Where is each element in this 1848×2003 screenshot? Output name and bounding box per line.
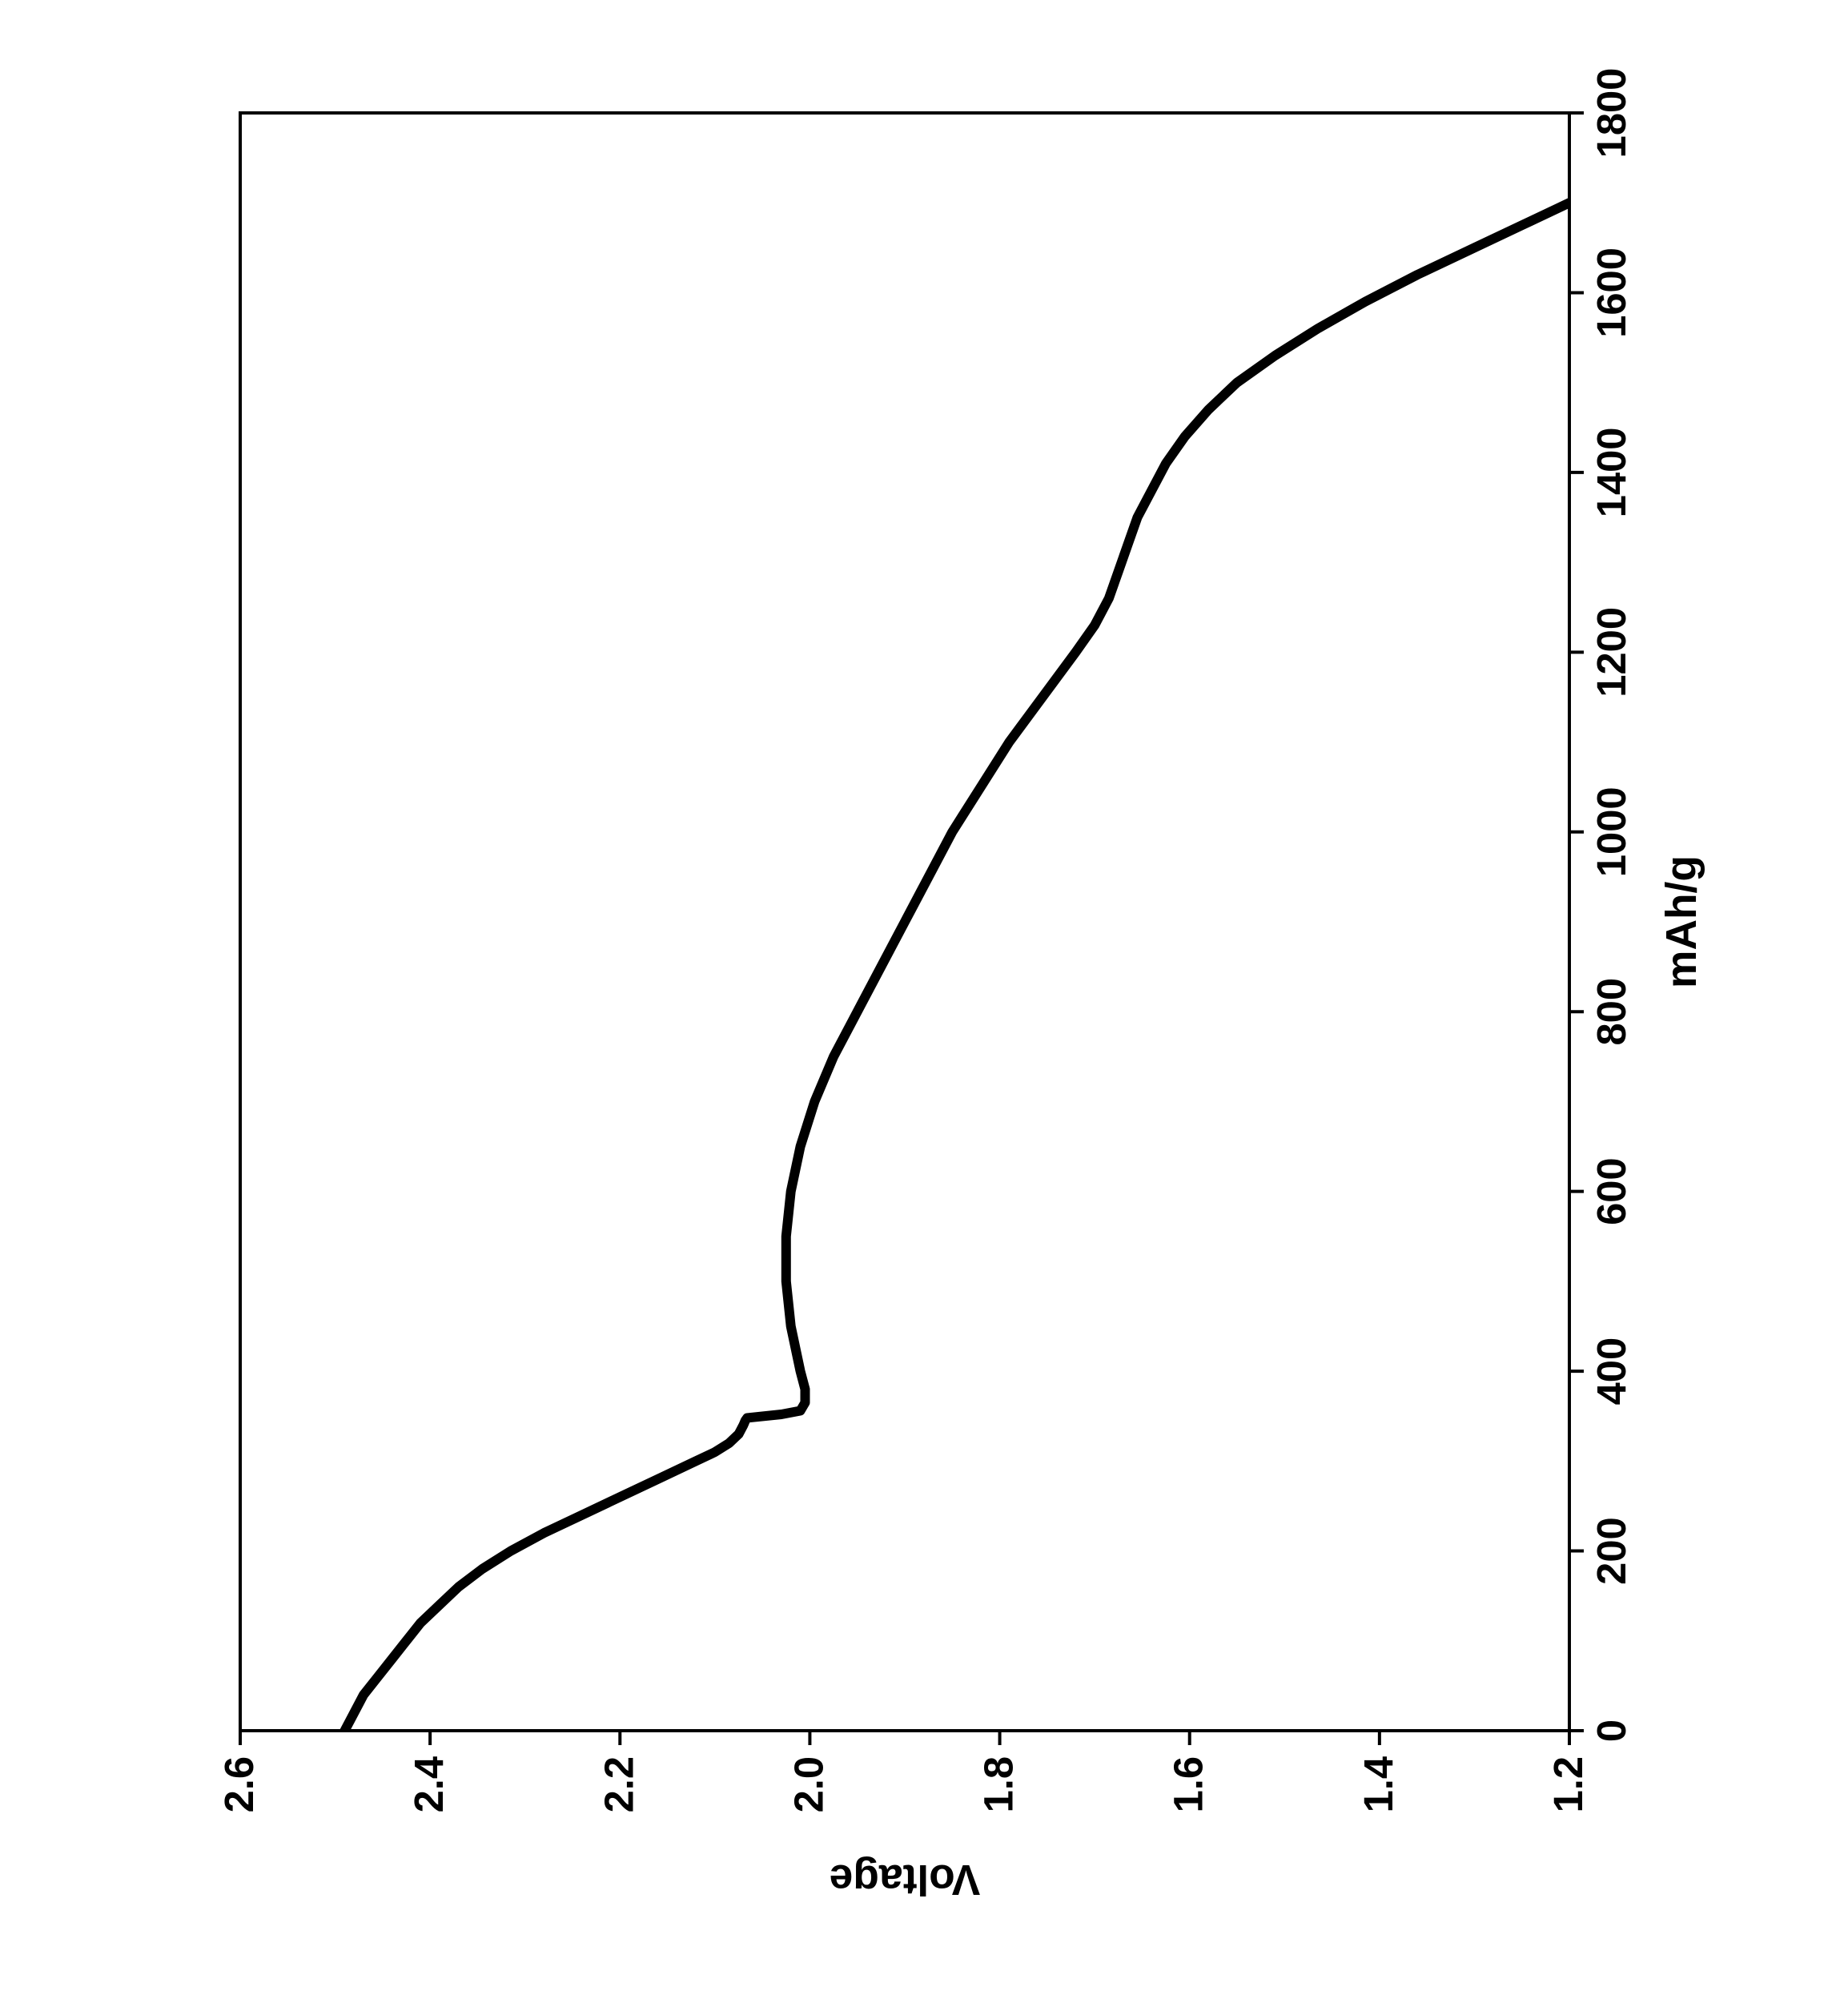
y-tick-label: 2.6: [216, 1756, 262, 1812]
chart-container: Figure 2 0200400600800100012001400160018…: [96, 65, 1746, 1939]
x-tick-label: 400: [1589, 1337, 1634, 1406]
y-tick-label: 2.2: [596, 1756, 641, 1812]
x-tick-label: 0: [1589, 1719, 1634, 1742]
y-tick-label: 1.6: [1166, 1756, 1211, 1812]
page-root: Figure 2 0200400600800100012001400160018…: [0, 0, 1848, 2003]
voltage-capacity-chart: 0 200 400 600 800 1000 1200 1400 1600 1800 1.2 1.4 1…: [96, 65, 1746, 1939]
chart-background: [96, 65, 1746, 1939]
y-tick-label: 2.4: [406, 1756, 452, 1812]
y-tick-label: 1.4: [1356, 1756, 1401, 1812]
x-axis-title: mAh/g: [1658, 855, 1705, 988]
y-tick-label: 1.2: [1545, 1756, 1591, 1812]
x-tick-label: 600: [1589, 1157, 1634, 1225]
x-tick-label: 1600: [1589, 247, 1634, 338]
x-tick-label: 1400: [1589, 428, 1634, 518]
x-tick-label: 200: [1589, 1517, 1634, 1585]
y-axis-title: Voltage: [830, 1856, 981, 1903]
x-tick-label: 1200: [1589, 607, 1634, 698]
x-tick-label: 800: [1589, 978, 1634, 1046]
rotated-canvas: Figure 2 0200400600800100012001400160018…: [0, 0, 1848, 2003]
x-tick-label: 1000: [1589, 786, 1634, 877]
y-tick-label: 1.8: [976, 1756, 1022, 1812]
x-tick-label: 1800: [1589, 68, 1634, 159]
y-tick-label: 2.0: [785, 1756, 831, 1812]
